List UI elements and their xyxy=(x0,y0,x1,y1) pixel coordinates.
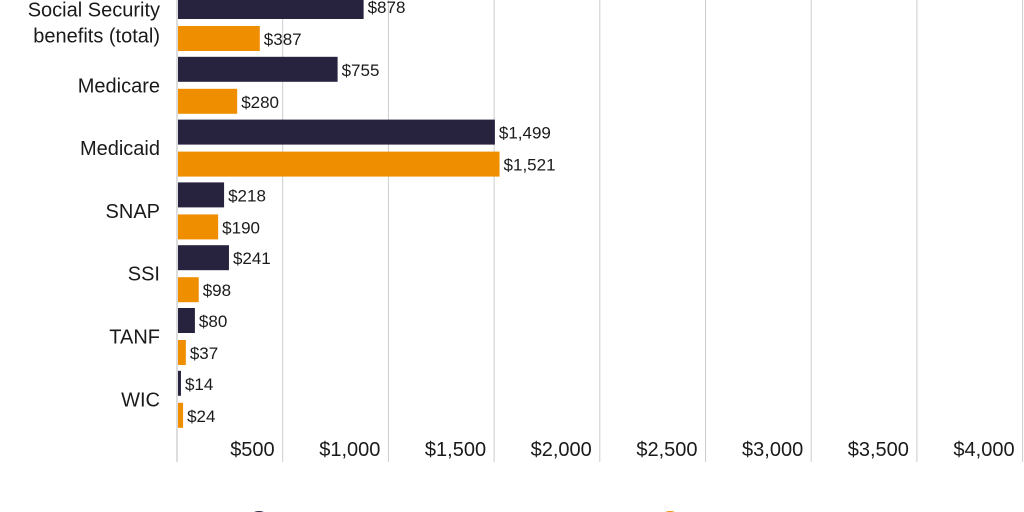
bar-s1-6 xyxy=(178,370,181,396)
data-label-s1-4: $241 xyxy=(233,249,271,268)
data-label-s2-3: $190 xyxy=(222,218,260,237)
bar-s2-1 xyxy=(178,88,238,114)
x-tick-label: $2,500 xyxy=(636,439,697,461)
data-label-s2-6: $24 xyxy=(187,407,215,426)
bar-s2-6 xyxy=(178,402,184,428)
category-label: WIC xyxy=(121,389,160,411)
category-label: TANF xyxy=(109,327,160,349)
data-label-s1-0: $878 xyxy=(368,0,406,17)
data-label-s2-2: $1,521 xyxy=(504,156,556,175)
x-tick-label: $3,000 xyxy=(742,439,803,461)
data-label-s1-3: $218 xyxy=(228,186,266,205)
bar-s2-2 xyxy=(178,151,500,177)
bar-s1-1 xyxy=(178,56,338,82)
bar-s1-3 xyxy=(178,182,225,208)
data-label-s2-4: $98 xyxy=(203,281,231,300)
data-label-s2-0: $387 xyxy=(264,30,302,49)
bar-s1-4 xyxy=(178,245,229,271)
category-label: Social Security xyxy=(28,0,160,22)
bar-s2-0 xyxy=(178,26,260,51)
x-tick-label: $3,500 xyxy=(848,439,909,461)
bar-s2-3 xyxy=(178,214,219,240)
data-label-s2-1: $280 xyxy=(241,93,279,112)
bar-s1-0 xyxy=(178,0,364,19)
category-label: SNAP xyxy=(106,201,160,223)
bar-s1-2 xyxy=(178,119,495,145)
category-label: SSI xyxy=(128,264,160,286)
bar-s2-4 xyxy=(178,277,199,303)
bar-s1-5 xyxy=(178,308,195,333)
category-label: Medicaid xyxy=(80,138,160,160)
category-label: Medicare xyxy=(78,75,160,97)
data-label-s1-6: $14 xyxy=(185,375,213,394)
data-label-s2-5: $37 xyxy=(190,344,218,363)
x-tick-label: $500 xyxy=(230,439,275,461)
x-tick-label: $1,500 xyxy=(425,439,486,461)
category-label: benefits (total) xyxy=(33,26,160,48)
x-tick-label: $2,000 xyxy=(531,439,592,461)
x-tick-label: $4,000 xyxy=(953,439,1014,461)
data-label-s1-2: $1,499 xyxy=(499,124,551,143)
data-label-s1-5: $80 xyxy=(199,312,227,331)
x-tick-label: $1,000 xyxy=(319,439,380,461)
data-label-s1-1: $755 xyxy=(342,61,380,80)
bar-s2-5 xyxy=(178,340,186,365)
